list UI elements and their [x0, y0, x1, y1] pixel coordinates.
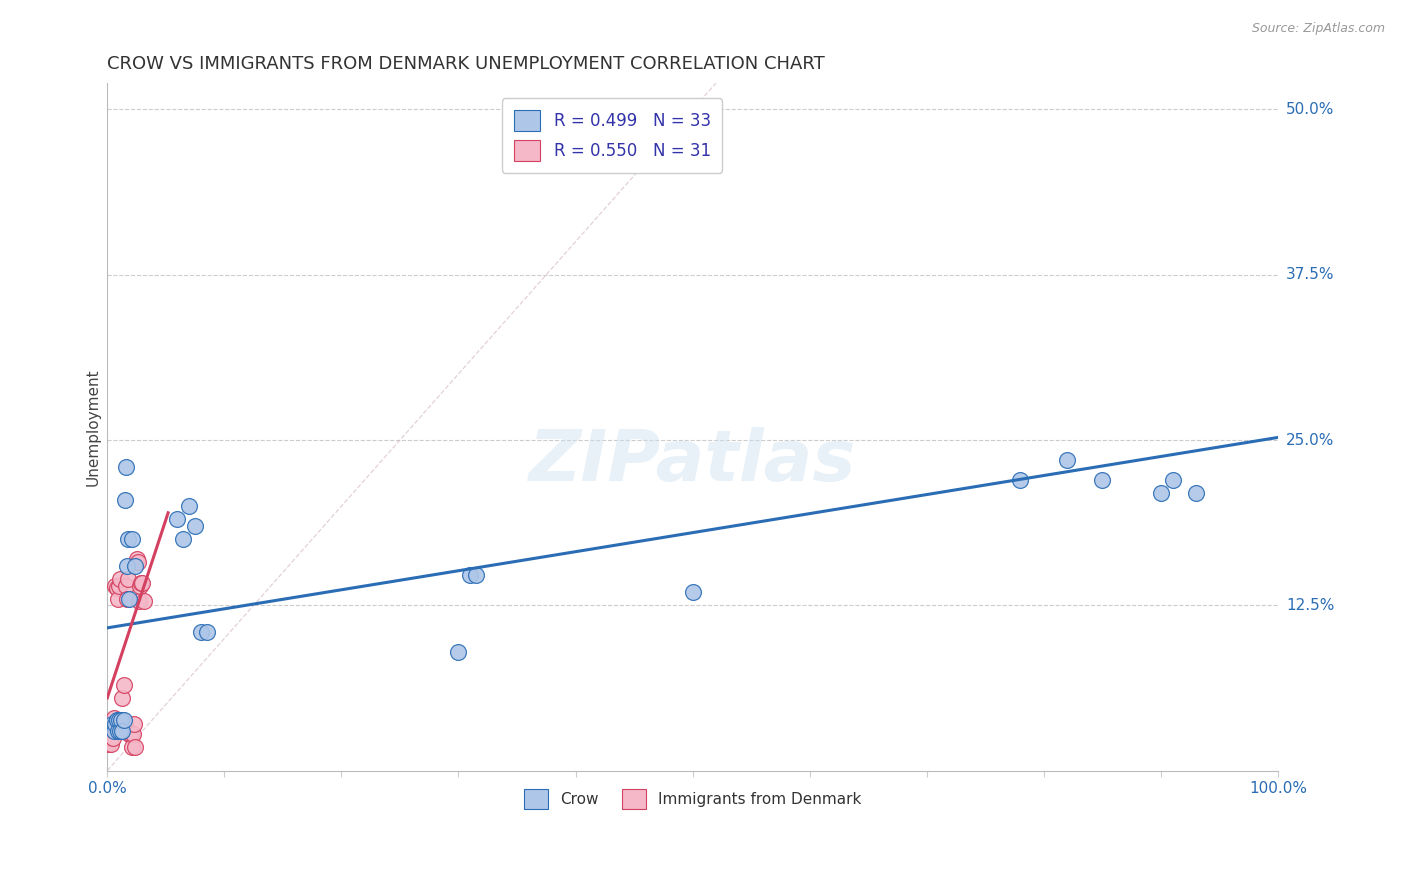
Point — [1091, 473, 1114, 487]
Text: 25.0%: 25.0% — [1286, 433, 1334, 448]
Point — [101, 717, 124, 731]
Point — [107, 724, 129, 739]
Point — [127, 555, 149, 569]
Point — [117, 533, 139, 547]
Point — [98, 731, 121, 745]
Point — [124, 558, 146, 573]
Point — [465, 568, 488, 582]
Point — [114, 717, 136, 731]
Point — [128, 594, 150, 608]
Point — [184, 519, 207, 533]
Point — [447, 645, 470, 659]
Point — [115, 459, 138, 474]
Point — [118, 726, 141, 740]
Point — [115, 578, 138, 592]
Point — [172, 533, 194, 547]
Text: Source: ZipAtlas.com: Source: ZipAtlas.com — [1251, 22, 1385, 36]
Point — [108, 578, 131, 592]
Point — [103, 724, 125, 739]
Point — [132, 594, 155, 608]
Text: CROW VS IMMIGRANTS FROM DENMARK UNEMPLOYMENT CORRELATION CHART: CROW VS IMMIGRANTS FROM DENMARK UNEMPLOY… — [107, 55, 825, 73]
Point — [1056, 453, 1078, 467]
Point — [120, 726, 142, 740]
Point — [100, 737, 122, 751]
Point — [111, 724, 134, 739]
Point — [117, 572, 139, 586]
Point — [122, 726, 145, 740]
Point — [97, 737, 120, 751]
Point — [105, 581, 128, 595]
Point — [166, 512, 188, 526]
Point — [107, 591, 129, 606]
Point — [112, 678, 135, 692]
Point — [190, 624, 212, 639]
Point — [118, 591, 141, 606]
Point — [108, 572, 131, 586]
Point — [114, 492, 136, 507]
Text: 50.0%: 50.0% — [1286, 102, 1334, 117]
Point — [129, 575, 152, 590]
Point — [103, 711, 125, 725]
Point — [1010, 473, 1032, 487]
Point — [458, 568, 481, 582]
Point — [101, 717, 124, 731]
Point — [125, 552, 148, 566]
Point — [1161, 473, 1184, 487]
Legend: Crow, Immigrants from Denmark: Crow, Immigrants from Denmark — [517, 783, 868, 814]
Point — [104, 717, 127, 731]
Point — [121, 533, 143, 547]
Point — [108, 714, 131, 728]
Point — [104, 578, 127, 592]
Point — [129, 578, 152, 592]
Text: ZIPatlas: ZIPatlas — [529, 426, 856, 496]
Y-axis label: Unemployment: Unemployment — [86, 368, 100, 485]
Point — [115, 591, 138, 606]
Point — [195, 624, 218, 639]
Point — [101, 731, 124, 745]
Text: 12.5%: 12.5% — [1286, 598, 1334, 613]
Point — [110, 714, 132, 728]
Point — [1150, 486, 1173, 500]
Point — [111, 690, 134, 705]
Point — [115, 558, 138, 573]
Point — [122, 717, 145, 731]
Point — [682, 585, 704, 599]
Point — [179, 499, 201, 513]
Point — [110, 714, 132, 728]
Point — [121, 739, 143, 754]
Point — [105, 714, 128, 728]
Point — [108, 724, 131, 739]
Point — [131, 575, 153, 590]
Point — [124, 739, 146, 754]
Text: 37.5%: 37.5% — [1286, 268, 1334, 282]
Point — [112, 714, 135, 728]
Point — [1185, 486, 1208, 500]
